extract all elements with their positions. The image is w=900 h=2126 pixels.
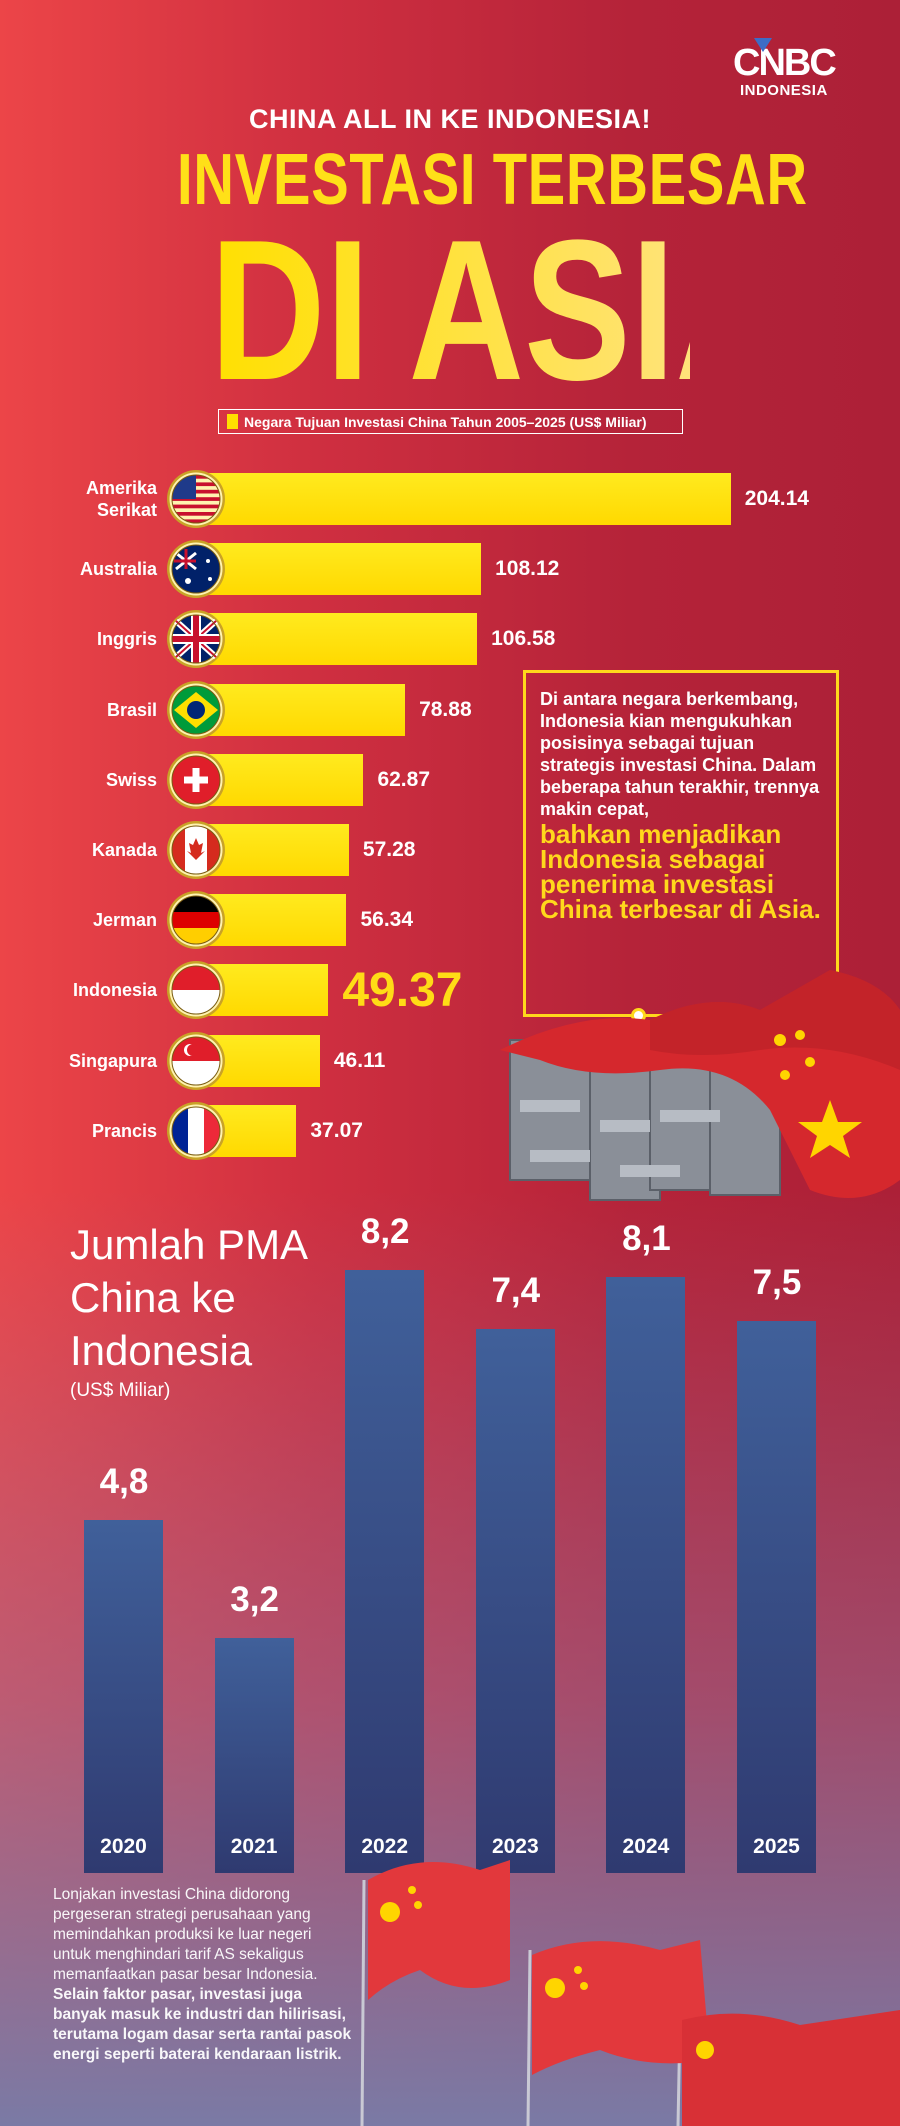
us-flag-icon [167, 470, 225, 528]
bar-row: Amerika Serikat 204.14 [0, 470, 900, 528]
uk-flag-icon [167, 610, 225, 669]
value-label: 204.14 [744, 487, 809, 510]
legend-label: Negara Tujuan Investasi China Tahun 2005… [244, 413, 647, 430]
category-label: Kanada [91, 840, 157, 860]
value-label: 3,2 [230, 1579, 279, 1619]
bar-row: Kanada 57.28 [0, 821, 900, 879]
pma-bar [345, 1270, 425, 1873]
pma-chart-title: Jumlah PMA China ke Indonesia [70, 1221, 306, 1374]
value-label: 7,5 [752, 1263, 802, 1303]
logo-text: CNBC [733, 42, 837, 84]
callout-highlight: bahkan menjadikan Indonesia sebagai pene… [540, 819, 821, 924]
category-label: Amerika Serikat [85, 478, 157, 520]
pma-chart-unit: (US$ Miliar) [70, 1380, 171, 1401]
logo-subtext: INDONESIA [739, 82, 828, 99]
bar-row: Brasil 78.88 [0, 680, 900, 739]
legend-swatch [227, 414, 238, 429]
category-label: Singapura [68, 1050, 157, 1071]
title-line1: INVESTASI TERBESAR [177, 140, 808, 220]
value-label: 49.37 [342, 963, 463, 1017]
category-label: Swiss [105, 769, 157, 790]
footer-paragraph: Lonjakan investasi China didorong perges… [53, 1885, 353, 2065]
bar-row: Inggris 106.58 [0, 610, 900, 669]
category-label: Indonesia [72, 980, 157, 1001]
logo-triangle-icon [754, 38, 772, 52]
year-label: 2023 [491, 1835, 539, 1858]
pma-bar [737, 1321, 816, 1873]
bar-row: Indonesia 49.37 [0, 961, 900, 1020]
bar [200, 753, 364, 806]
bar [200, 683, 406, 736]
footer-text: Lonjakan investasi China didorong perges… [53, 1886, 318, 1983]
canada-flag-icon [167, 821, 225, 879]
singapore-flag-icon [167, 1031, 225, 1090]
year-label: 2021 [230, 1835, 278, 1858]
footer-bold-text: Selain faktor pasar, investasi juga bany… [53, 1986, 352, 2063]
category-label: Australia [79, 559, 157, 580]
value-label: 7,4 [491, 1270, 541, 1310]
category-label: Jerman [92, 910, 157, 931]
bar-row: Australia 108.12 [0, 540, 900, 599]
pma-bar [606, 1277, 686, 1873]
year-label: 2020 [100, 1835, 147, 1858]
switzerland-flag-icon [167, 750, 225, 809]
value-label: 46.11 [333, 1048, 386, 1072]
value-label: 4,8 [99, 1462, 149, 1502]
category-label: Prancis [91, 1120, 157, 1141]
value-label: 62.87 [377, 767, 431, 791]
france-flag-icon [167, 1101, 225, 1160]
year-label: 2022 [361, 1835, 409, 1858]
bar [200, 613, 478, 666]
value-label: 56.34 [360, 908, 414, 932]
callout-text: Di antara negara berkembang, Indonesia k… [540, 689, 820, 819]
bar-row: Jerman 56.34 [0, 891, 900, 950]
germany-flag-icon [167, 891, 225, 950]
china-flags-decoration [360, 1860, 900, 2126]
bar-row: Singapura 46.11 [0, 1031, 900, 1090]
value-label: 108.12 [495, 557, 560, 581]
chart-legend: Negara Tujuan Investasi China Tahun 2005… [218, 409, 683, 434]
value-label: 37.07 [310, 1118, 363, 1142]
bar [200, 543, 482, 596]
callout-box: Di antara negara berkembang, Indonesia k… [523, 670, 839, 1023]
australia-flag-icon [167, 540, 225, 599]
year-label: 2024 [622, 1835, 670, 1858]
value-label: 8,2 [360, 1212, 410, 1251]
category-label: Inggris [96, 629, 157, 650]
steel-beams-china-flag-illustration [500, 970, 900, 1201]
bar-row: Prancis 37.07 [0, 1101, 900, 1160]
bar-row: Swiss 62.87 [0, 750, 900, 809]
pma-bar [475, 1328, 555, 1873]
value-label: 78.88 [419, 697, 472, 721]
category-label: Brasil [106, 699, 157, 720]
title-line2: DI ASIA [210, 199, 791, 422]
kicker: CHINA ALL IN KE INDONESIA! [248, 104, 651, 134]
bar [200, 473, 731, 525]
pma-bar [84, 1520, 163, 1873]
value-label: 8,1 [622, 1219, 671, 1259]
pma-bar [214, 1637, 294, 1873]
brazil-flag-icon [167, 680, 225, 739]
year-label: 2025 [753, 1835, 800, 1858]
value-label: 106.58 [491, 627, 556, 651]
indonesia-flag-icon [167, 961, 225, 1020]
value-label: 57.28 [362, 838, 416, 861]
cnbc-logo: CNBC INDONESIA [733, 38, 837, 99]
